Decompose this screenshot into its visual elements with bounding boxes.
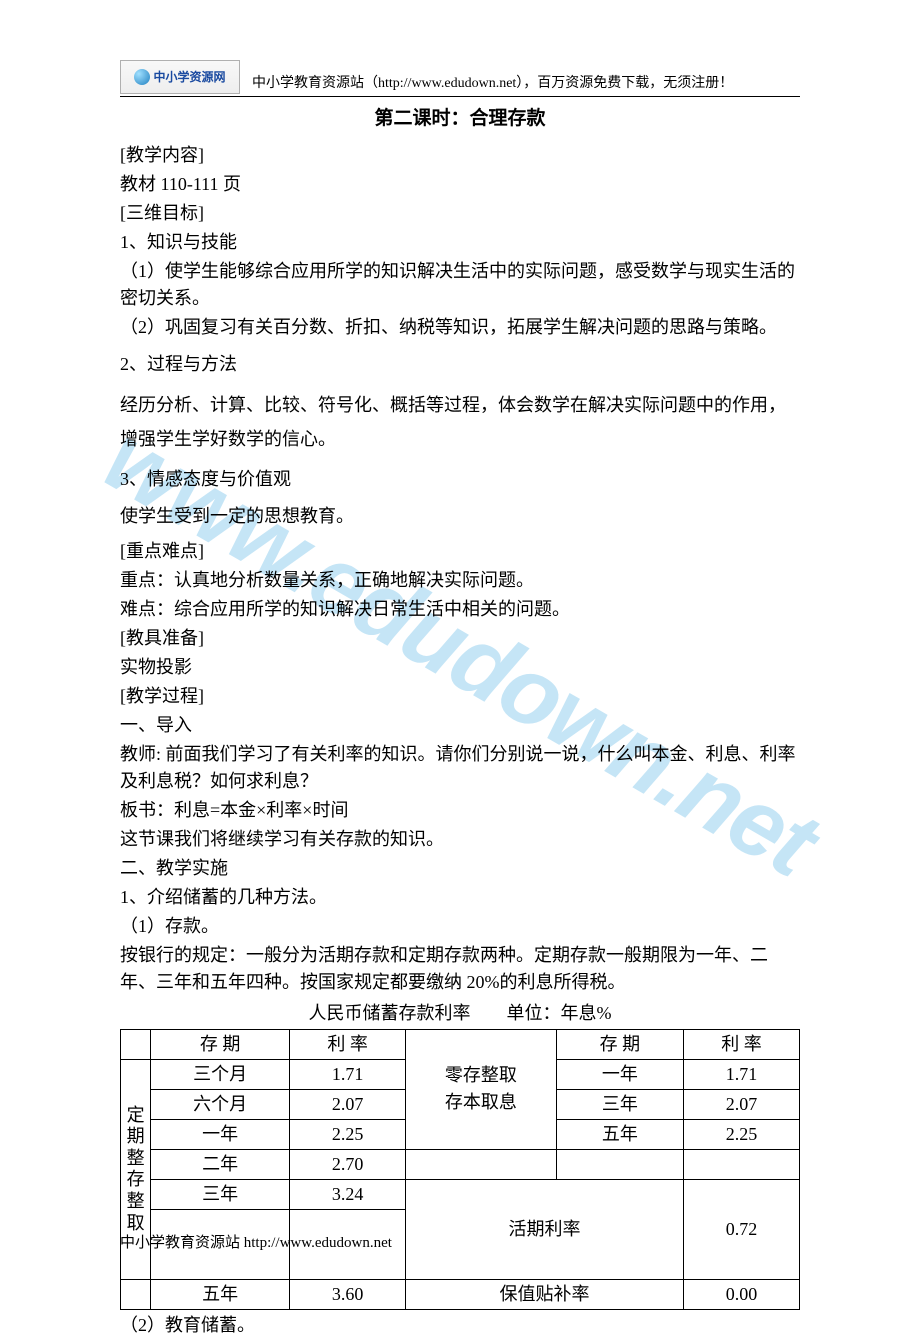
cell-blank [290, 1209, 406, 1279]
table-cell: 三年 [556, 1089, 683, 1119]
p17: 一、导入 [120, 712, 800, 739]
rates-table: 存 期 利 率 零存整取 存本取息 存 期 利 率 定期整存整取 三个月 1.7… [120, 1029, 800, 1310]
p20: 这节课我们将继续学习有关存款的知识。 [120, 826, 800, 853]
p3: [三维目标] [120, 200, 800, 227]
table-cell: 二年 [151, 1149, 290, 1179]
p13: 难点：综合应用所学的知识解决日常生活中相关的问题。 [120, 596, 800, 623]
th-right-rate: 利 率 [684, 1029, 800, 1059]
p10: 使学生受到一定的思想教育。 [120, 503, 800, 530]
page-title: 第二课时：合理存款 [120, 105, 800, 134]
p22: 1、介绍储蓄的几种方法。 [120, 884, 800, 911]
th-left-rate: 利 率 [290, 1029, 406, 1059]
p5: （1）使学生能够综合应用所学的知识解决生活中的实际问题，感受数学与现实生活的密切… [120, 258, 800, 312]
cell-blank [151, 1209, 290, 1279]
p7: 2、过程与方法 [120, 351, 800, 378]
p9: 3、情感态度与价值观 [120, 466, 800, 493]
table-cell: 2.25 [290, 1119, 406, 1149]
baozhi-value: 0.00 [684, 1279, 800, 1309]
cell-blank-tl [121, 1029, 151, 1059]
table-cell: 2.25 [684, 1119, 800, 1149]
p16: [教学过程] [120, 683, 800, 710]
table-cell: 2.07 [684, 1089, 800, 1119]
p1: [教学内容] [120, 142, 800, 169]
table-cell: 一年 [556, 1059, 683, 1089]
page-content: 中小学资源网 中小学教育资源站（http://www.edudown.net），… [120, 60, 800, 1339]
mid-vertical-label: 零存整取 存本取息 [406, 1029, 557, 1149]
globe-icon [134, 69, 150, 85]
cell-blank-bl [121, 1279, 151, 1309]
p12: 重点：认真地分析数量关系，正确地解决实际问题。 [120, 567, 800, 594]
table-cell: 一年 [151, 1119, 290, 1149]
logo-text: 中小学资源网 [153, 68, 225, 86]
p11: [重点难点] [120, 538, 800, 565]
site-logo: 中小学资源网 [120, 60, 240, 94]
baozhi-label: 保值贴补率 [406, 1279, 684, 1309]
p25: （2）教育储蓄。 [120, 1312, 800, 1339]
table-cell: 五年 [151, 1279, 290, 1309]
table-cell: 1.71 [684, 1059, 800, 1089]
th-right-period: 存 期 [556, 1029, 683, 1059]
table-cell: 1.71 [290, 1059, 406, 1089]
p15: 实物投影 [120, 654, 800, 681]
p23: （1）存款。 [120, 913, 800, 940]
p14: [教具准备] [120, 625, 800, 652]
huoqi-label: 活期利率 [406, 1179, 684, 1279]
p21: 二、教学实施 [120, 855, 800, 882]
p18: 教师: 前面我们学习了有关利率的知识。请你们分别说一说，什么叫本金、利息、利率及… [120, 741, 800, 795]
table-cell: 2.07 [290, 1089, 406, 1119]
table-cell: 3.24 [290, 1179, 406, 1209]
table-cell: 五年 [556, 1119, 683, 1149]
p19: 板书：利息=本金×利率×时间 [120, 797, 800, 824]
p8: 经历分析、计算、比较、符号化、概括等过程，体会数学在解决实际问题中的作用，增强学… [120, 388, 800, 456]
th-left-period: 存 期 [151, 1029, 290, 1059]
huoqi-value: 0.72 [684, 1179, 800, 1279]
p2: 教材 110-111 页 [120, 171, 800, 198]
table-caption: 人民币储蓄存款利率 单位：年息% [120, 1000, 800, 1027]
p6: （2）巩固复习有关百分数、折扣、纳税等知识，拓展学生解决问题的思路与策略。 [120, 314, 800, 341]
table-cell: 六个月 [151, 1089, 290, 1119]
table-cell: 三年 [151, 1179, 290, 1209]
cell-blank [556, 1149, 683, 1179]
table-cell: 三个月 [151, 1059, 290, 1089]
cell-blank [406, 1149, 557, 1179]
header-row: 中小学资源网 中小学教育资源站（http://www.edudown.net），… [120, 60, 800, 97]
table-cell: 3.60 [290, 1279, 406, 1309]
left-vertical-label: 定期整存整取 [121, 1059, 151, 1279]
p4: 1、知识与技能 [120, 229, 800, 256]
cell-blank [684, 1149, 800, 1179]
table-cell: 2.70 [290, 1149, 406, 1179]
header-line: 中小学教育资源站（http://www.edudown.net），百万资源免费下… [252, 73, 733, 94]
p24: 按银行的规定：一般分为活期存款和定期存款两种。定期存款一般期限为一年、二年、三年… [120, 942, 800, 996]
